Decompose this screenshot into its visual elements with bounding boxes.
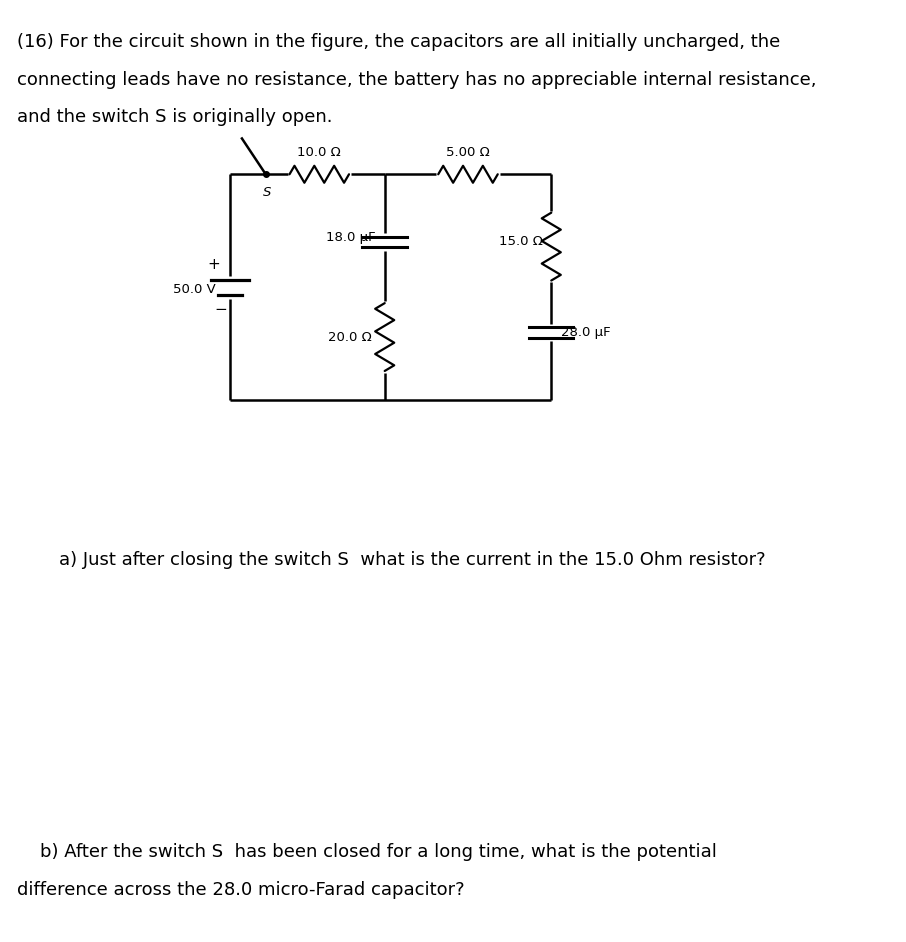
- Text: (16) For the circuit shown in the figure, the capacitors are all initially uncha: (16) For the circuit shown in the figure…: [17, 33, 781, 51]
- Text: +: +: [207, 257, 220, 272]
- Text: and the switch S is originally open.: and the switch S is originally open.: [17, 108, 333, 126]
- Text: 28.0 μF: 28.0 μF: [561, 326, 611, 339]
- Text: 18.0 μF: 18.0 μF: [325, 231, 375, 244]
- Text: S: S: [264, 186, 272, 199]
- Text: 50.0 V: 50.0 V: [173, 283, 216, 296]
- Text: difference across the 28.0 micro-Farad capacitor?: difference across the 28.0 micro-Farad c…: [17, 881, 465, 899]
- Text: b) After the switch S  has been closed for a long time, what is the potential: b) After the switch S has been closed fo…: [17, 843, 718, 861]
- Text: connecting leads have no resistance, the battery has no appreciable internal res: connecting leads have no resistance, the…: [17, 71, 817, 89]
- Text: a) Just after closing the switch S  what is the current in the 15.0 Ohm resistor: a) Just after closing the switch S what …: [60, 551, 766, 569]
- Text: 5.00 Ω: 5.00 Ω: [446, 146, 490, 159]
- Text: 10.0 Ω: 10.0 Ω: [297, 146, 342, 159]
- Text: −: −: [214, 302, 226, 317]
- Text: 20.0 Ω: 20.0 Ω: [328, 331, 372, 344]
- Text: 15.0 Ω: 15.0 Ω: [499, 236, 544, 249]
